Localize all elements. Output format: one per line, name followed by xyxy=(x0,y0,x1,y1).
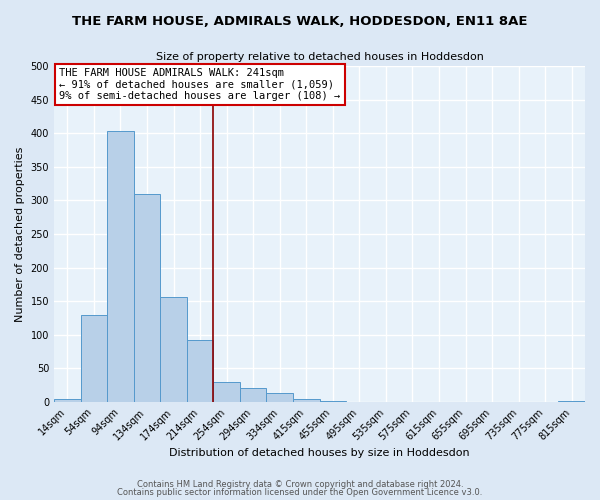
Bar xyxy=(107,130,134,402)
Bar xyxy=(160,296,187,402)
Bar xyxy=(266,392,293,402)
Bar xyxy=(214,382,240,402)
X-axis label: Distribution of detached houses by size in Hoddesdon: Distribution of detached houses by size … xyxy=(169,448,470,458)
Bar xyxy=(320,400,346,402)
Text: Contains HM Land Registry data © Crown copyright and database right 2024.: Contains HM Land Registry data © Crown c… xyxy=(137,480,463,489)
Bar xyxy=(240,388,266,402)
Title: Size of property relative to detached houses in Hoddesdon: Size of property relative to detached ho… xyxy=(155,52,484,62)
Text: THE FARM HOUSE ADMIRALS WALK: 241sqm
← 91% of detached houses are smaller (1,059: THE FARM HOUSE ADMIRALS WALK: 241sqm ← 9… xyxy=(59,68,341,101)
Bar xyxy=(293,398,320,402)
Bar xyxy=(54,398,80,402)
Bar xyxy=(134,194,160,402)
Text: Contains public sector information licensed under the Open Government Licence v3: Contains public sector information licen… xyxy=(118,488,482,497)
Bar xyxy=(80,314,107,402)
Text: THE FARM HOUSE, ADMIRALS WALK, HODDESDON, EN11 8AE: THE FARM HOUSE, ADMIRALS WALK, HODDESDON… xyxy=(72,15,528,28)
Bar xyxy=(187,340,214,402)
Y-axis label: Number of detached properties: Number of detached properties xyxy=(15,146,25,322)
